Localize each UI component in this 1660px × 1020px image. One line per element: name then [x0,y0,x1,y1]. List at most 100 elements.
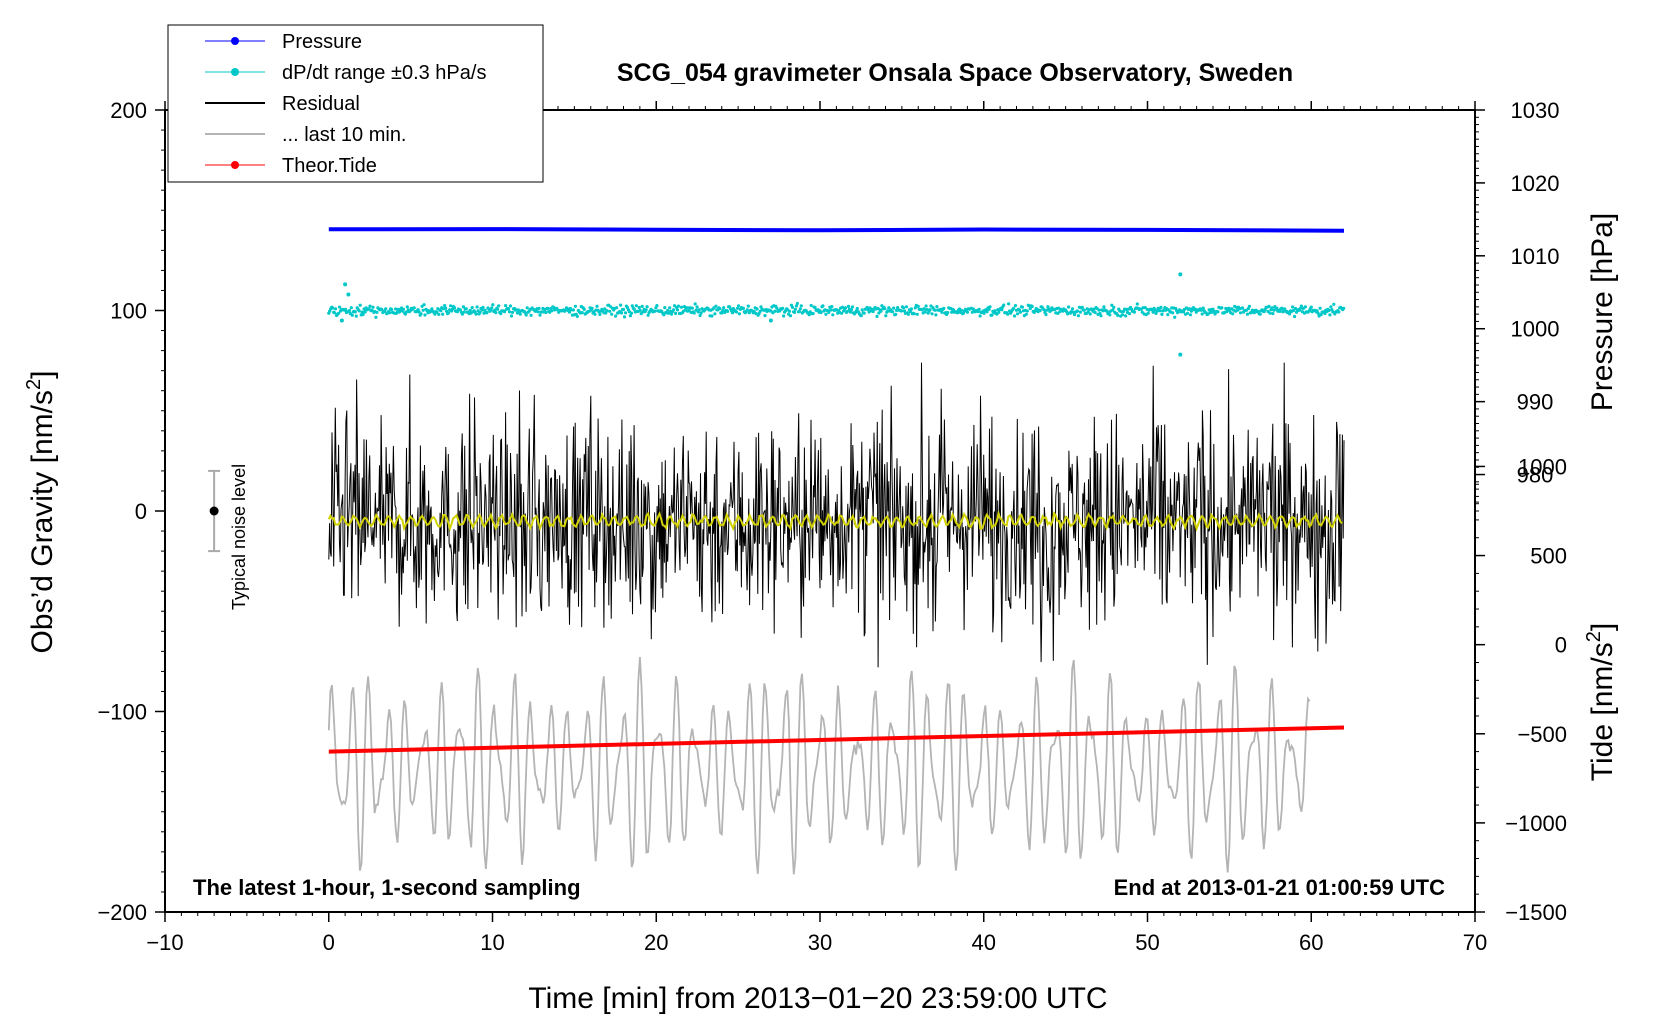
dpdt-point [1268,311,1272,315]
dpdt-point [1298,306,1302,311]
dpdt-point [538,313,542,317]
dpdt-point [978,314,982,318]
dpdt-point [746,304,750,308]
dpdt-point [871,309,875,314]
x-tick-label: 30 [808,930,832,955]
dpdt-point [1075,309,1079,313]
tide-tick-label: −1000 [1505,811,1567,836]
dpdt-point [1030,304,1034,309]
dpdt-point [1303,305,1307,309]
dpdt-point [676,304,681,308]
note-bottom-left: The latest 1-hour, 1-second sampling [193,875,581,900]
dpdt-point [1025,309,1029,313]
dpdt-point [809,303,813,308]
dpdt-point [795,301,800,306]
note-bottom-right: End at 2013-01-21 01:00:59 UTC [1114,875,1445,900]
dpdt-point [1006,312,1010,316]
tide-tick-label: 500 [1530,544,1567,569]
dpdt-point [655,304,659,308]
dpdt-point [692,311,696,315]
dpdt-point [575,314,579,318]
dpdt-point [634,304,638,308]
dpdt-point [461,305,465,309]
pressure-tick-label: 1000 [1511,317,1560,342]
legend-swatch-marker [231,37,239,45]
dpdt-point [595,304,599,308]
series-last-10-min [327,656,1311,875]
dpdt-point [546,306,550,310]
dpdt-outlier [343,282,348,287]
dpdt-point [862,311,866,315]
dpdt-point [1275,306,1279,310]
dpdt-point [950,310,954,314]
dpdt-point [1225,310,1229,314]
dpdt-point [775,306,779,310]
dpdt-point [422,303,426,307]
dpdt-point [731,311,735,315]
pressure-tick-label: 990 [1517,390,1554,415]
dpdt-point [628,314,633,318]
dpdt-point [525,306,529,310]
dpdt-point [480,308,484,312]
dpdt-point [1245,312,1249,316]
pressure-tick-label: 1030 [1511,98,1560,123]
dpdt-point [902,309,907,313]
series-theor-tide [328,725,1345,754]
dpdt-point [1044,312,1048,317]
left-tick-label: −200 [97,900,147,925]
dpdt-point [645,305,649,309]
dpdt-point [1110,303,1114,307]
dpdt-point [1000,308,1004,312]
noise-label: Typical noise level [229,464,249,610]
dpdt-point [997,310,1001,314]
dpdt-point [883,307,887,311]
ticks-layer: −10 0 10 20 30 40 50 60 70−200−10001002009809901… [97,98,1567,955]
dpdt-point [855,306,859,311]
dpdt-point [493,308,497,312]
dpdt-point [845,309,850,313]
dpdt-point [455,310,460,314]
dpdt-point [1216,310,1220,314]
dpdt-point [982,311,986,315]
dpdt-point [1102,305,1106,309]
dpdt-point [619,303,623,307]
dpdt-point [368,304,372,308]
x-tick-label: 20 [644,930,668,955]
dpdt-point [1292,308,1296,313]
left-axis-label: Obs’d Gravity [nm/s2] [23,371,59,654]
dpdt-point [357,309,361,313]
dpdt-point [567,310,572,314]
dpdt-point [787,309,792,313]
dpdt-point [1271,312,1275,316]
dpdt-point [1238,311,1243,315]
dpdt-point [924,304,928,308]
dpdt-point [337,311,341,315]
dpdt-point [915,312,919,316]
dpdt-point [358,303,362,307]
dpdt-point [925,308,929,312]
dpdt-point [1166,313,1170,317]
left-tick-label: −100 [97,700,147,725]
dpdt-point [741,306,746,310]
series-residual [328,362,1345,668]
dpdt-point [405,305,409,309]
dpdt-point [1078,310,1082,314]
dpdt-point [887,306,891,310]
dpdt-point [1328,313,1332,317]
dpdt-point [350,313,354,317]
dpdt-outlier [1178,352,1183,357]
dpdt-point [846,304,851,308]
dpdt-point [390,307,394,312]
x-tick-label: 0 [323,930,335,955]
legend-swatch-marker [231,161,239,169]
dpdt-point [1337,310,1341,314]
dpdt-point [353,310,357,314]
dpdt-point [930,312,934,316]
dpdt-point [821,304,825,308]
dpdt-point [1151,310,1155,314]
dpdt-point [1116,313,1120,317]
dpdt-point [580,311,584,315]
dpdt-point [769,309,773,313]
x-tick-label: −10 [146,930,183,955]
